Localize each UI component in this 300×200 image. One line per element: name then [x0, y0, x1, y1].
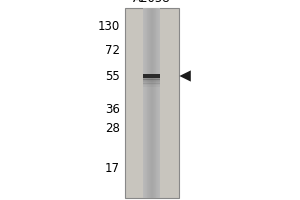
Bar [143, 85, 160, 87]
Text: 28: 28 [105, 122, 120, 136]
Bar [149, 8, 150, 198]
Bar [143, 82, 160, 84]
Bar [143, 74, 160, 78]
Bar [151, 8, 152, 198]
Bar [144, 8, 145, 198]
Bar [143, 78, 160, 80]
Bar [153, 8, 154, 198]
Bar [145, 8, 146, 198]
Bar [158, 8, 159, 198]
Text: 17: 17 [105, 162, 120, 176]
Text: 130: 130 [98, 20, 120, 32]
Bar [156, 8, 157, 198]
Polygon shape [179, 70, 191, 82]
Text: A2058: A2058 [133, 0, 170, 5]
Bar [143, 8, 144, 198]
Bar [143, 79, 160, 81]
Bar [157, 8, 158, 198]
Bar [159, 8, 160, 198]
Bar [152, 8, 153, 198]
Bar [148, 8, 149, 198]
Bar [143, 83, 160, 85]
Bar [143, 81, 160, 82]
Text: 55: 55 [105, 70, 120, 82]
Text: 72: 72 [105, 45, 120, 58]
Bar [146, 8, 147, 198]
Text: 36: 36 [105, 103, 120, 116]
Bar [150, 8, 151, 198]
Bar [154, 8, 155, 198]
Bar [155, 8, 156, 198]
Bar [147, 8, 148, 198]
Bar [124, 8, 178, 198]
